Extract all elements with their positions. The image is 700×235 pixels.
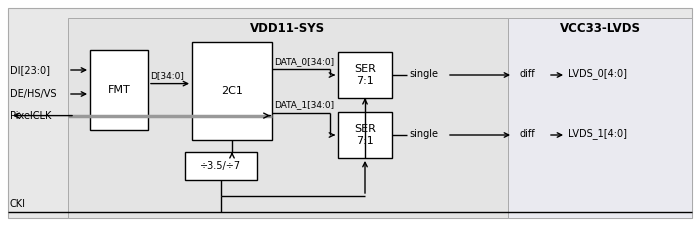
Text: SER
7:1: SER 7:1 (354, 124, 376, 146)
Text: diff: diff (520, 69, 536, 79)
Text: SER
7:1: SER 7:1 (354, 64, 376, 86)
Text: LVDS_1[4:0]: LVDS_1[4:0] (568, 129, 627, 139)
Text: ÷3.5/÷7: ÷3.5/÷7 (200, 161, 242, 171)
Text: PixelCLK: PixelCLK (10, 111, 51, 121)
Bar (338, 52, 392, 98)
Text: DATA_1[34:0]: DATA_1[34:0] (274, 101, 334, 110)
Text: FMT: FMT (108, 85, 130, 95)
Text: LVDS_0[4:0]: LVDS_0[4:0] (568, 69, 627, 79)
Text: 2C1: 2C1 (221, 86, 243, 96)
Text: VDD11-SYS: VDD11-SYS (251, 21, 326, 35)
Bar (192, 42, 272, 140)
Bar (8, 8, 692, 218)
Bar (185, 152, 257, 180)
Bar (68, 18, 508, 218)
Bar (508, 18, 692, 218)
Text: single: single (409, 129, 438, 139)
Bar (338, 112, 392, 158)
Text: diff: diff (520, 129, 536, 139)
Text: DE/HS/VS: DE/HS/VS (10, 89, 57, 99)
Text: CKI: CKI (10, 199, 26, 209)
Text: VCC33-LVDS: VCC33-LVDS (559, 21, 640, 35)
Text: DI[23:0]: DI[23:0] (10, 65, 50, 75)
Text: single: single (409, 69, 438, 79)
Bar (90, 50, 148, 130)
Text: DATA_0[34:0]: DATA_0[34:0] (274, 57, 334, 67)
Text: D[34:0]: D[34:0] (150, 72, 184, 81)
